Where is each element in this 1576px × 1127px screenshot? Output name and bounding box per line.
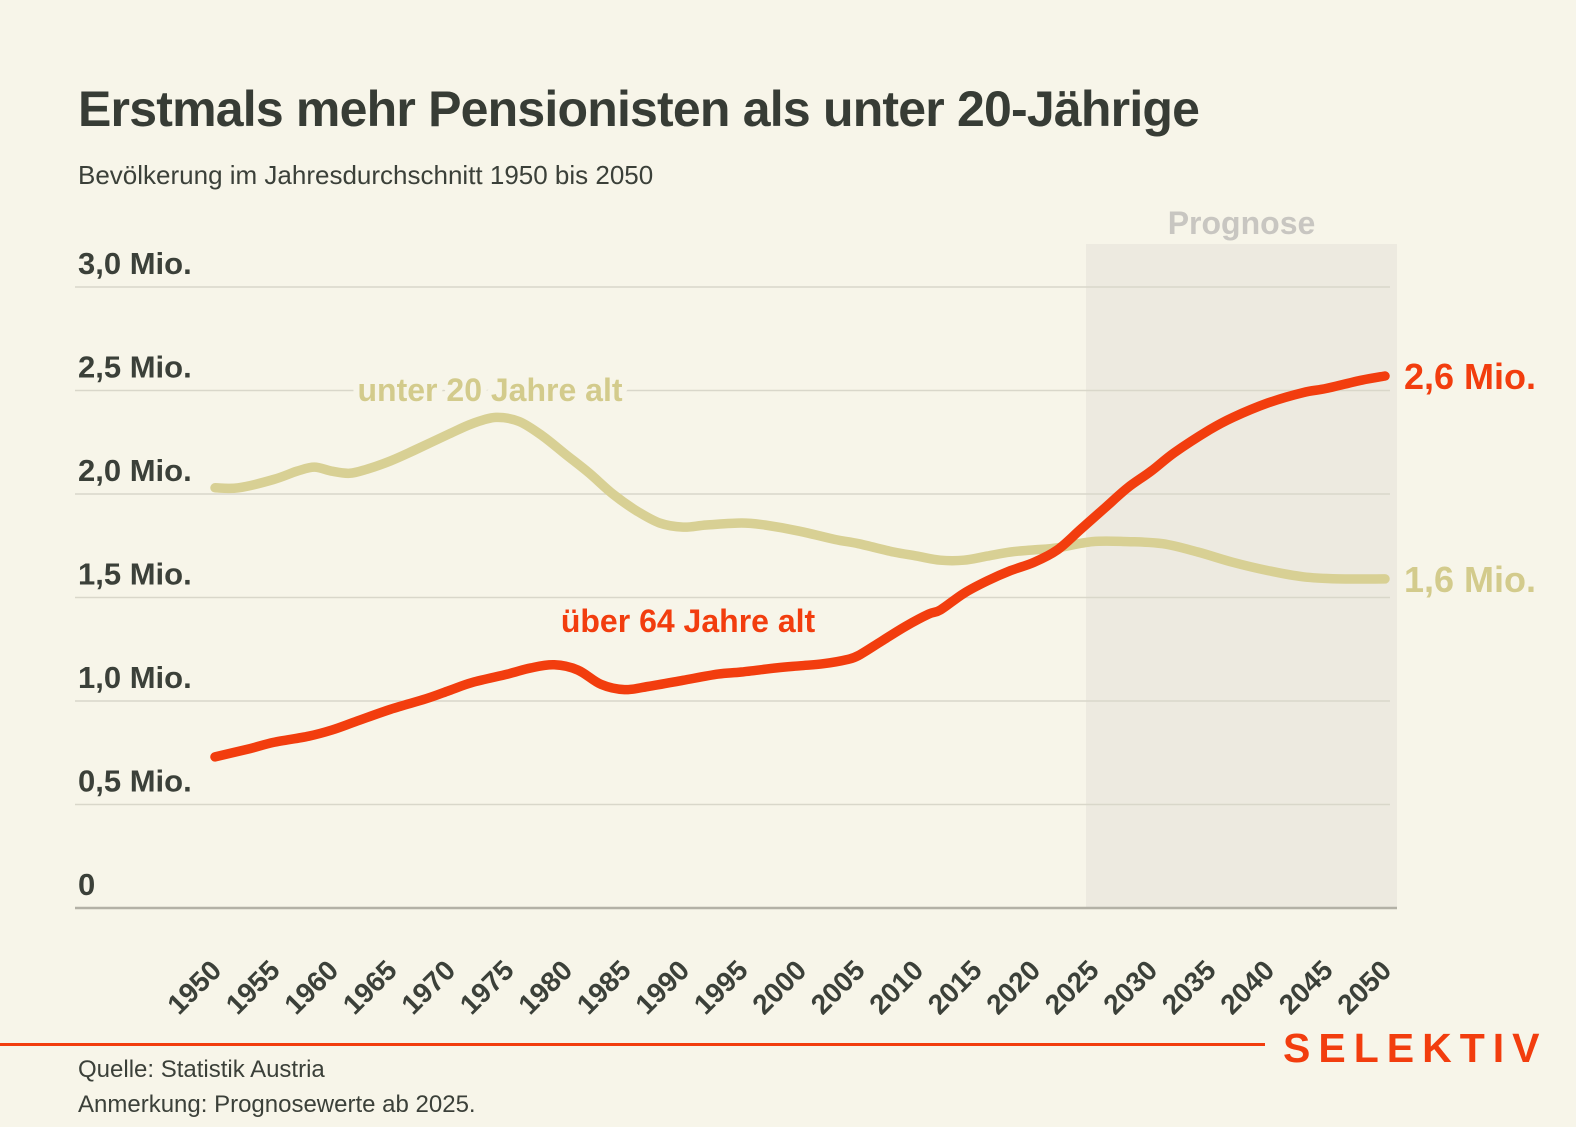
y-axis-label: 2,5 Mio. — [78, 350, 192, 385]
x-axis-label: 2040 — [1214, 954, 1280, 1015]
x-axis-label: 2050 — [1331, 954, 1397, 1015]
over64-line — [210, 371, 1390, 762]
x-axis-label: 1955 — [220, 954, 286, 1015]
x-axis-label: 1985 — [571, 954, 637, 1015]
x-axis-label: 2020 — [980, 954, 1046, 1015]
under20-line — [210, 412, 1390, 584]
x-axis-label: 2035 — [1156, 954, 1222, 1015]
x-axis-label: 1960 — [278, 954, 344, 1015]
y-axis-label: 2,0 Mio. — [78, 453, 192, 488]
forecast-label: Prognose — [1168, 205, 1316, 241]
population-chart: Prognose 3,0 Mio. 2,5 Mio. 2,0 Mio. 1,5 Mio.… — [75, 205, 1536, 1015]
y-axis-label: 1,5 Mio. — [78, 557, 192, 592]
x-axis-label: 1970 — [395, 954, 461, 1015]
source-note: Quelle: Statistik Austria — [78, 1056, 325, 1083]
annotation-note: Anmerkung: Prognosewerte ab 2025. — [78, 1091, 476, 1118]
footer-divider — [0, 1043, 1265, 1046]
x-axis-label: 1980 — [512, 954, 578, 1015]
x-axis-label: 2030 — [1097, 954, 1163, 1015]
x-axis-label: 2015 — [922, 954, 988, 1015]
y-axis-label: 0,5 Mio. — [78, 764, 192, 799]
x-axis-label: 2025 — [1039, 954, 1105, 1015]
x-axis-label: 2010 — [863, 954, 929, 1015]
x-axis-label: 2000 — [746, 954, 812, 1015]
brand-logo: SELEKTIV — [1283, 1025, 1548, 1071]
x-axis-label: 1965 — [337, 954, 403, 1015]
y-axis-label: 3,0 Mio. — [78, 246, 192, 281]
y-axis-label: 0 — [78, 867, 95, 902]
over64-end-label: 2,6 Mio. — [1404, 356, 1536, 397]
x-axis-label: 2005 — [805, 954, 871, 1015]
page-title: Erstmals mehr Pensionisten als unter 20-… — [78, 81, 1200, 137]
x-axis-label: 2045 — [1273, 954, 1339, 1015]
x-axis-label: 1995 — [688, 954, 754, 1015]
under20-end-label: 1,6 Mio. — [1404, 559, 1536, 600]
y-axis-label: 1,0 Mio. — [78, 660, 192, 695]
x-axis-label: 1975 — [454, 954, 520, 1015]
page-subtitle: Bevölkerung im Jahresdurchschnitt 1950 b… — [78, 160, 654, 190]
x-axis-label: 1950 — [161, 954, 227, 1015]
under20-series-label: unter 20 Jahre alt — [358, 372, 623, 408]
x-axis-label: 1990 — [629, 954, 695, 1015]
over64-series-label: über 64 Jahre alt — [561, 603, 816, 639]
